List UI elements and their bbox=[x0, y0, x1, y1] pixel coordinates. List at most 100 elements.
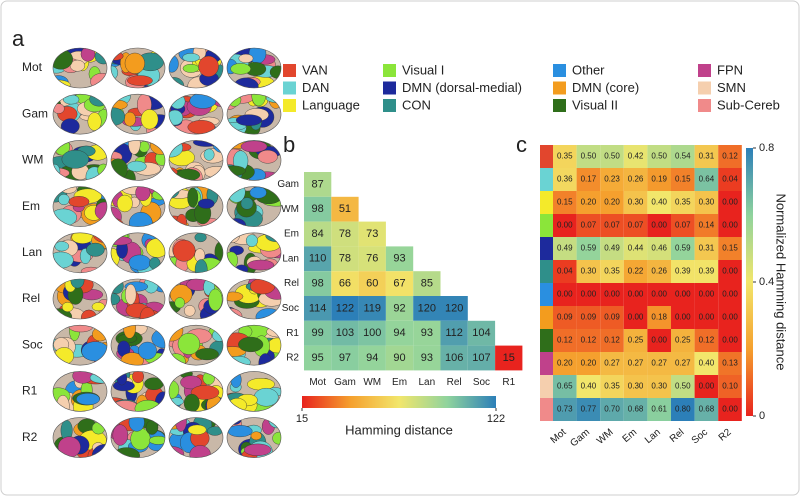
cell bbox=[553, 145, 577, 168]
brain bbox=[53, 48, 107, 88]
cell-label: 0.12 bbox=[699, 336, 715, 345]
brain-region bbox=[135, 186, 151, 201]
brain-outline bbox=[226, 417, 282, 458]
cell-label: 0.31 bbox=[699, 152, 715, 161]
cell bbox=[718, 214, 742, 237]
cell bbox=[718, 329, 742, 352]
cell-label: 0.44 bbox=[628, 244, 644, 253]
cell bbox=[331, 320, 359, 346]
brain-outline bbox=[226, 278, 282, 320]
cell-label: 60 bbox=[366, 278, 378, 290]
brain-region bbox=[227, 346, 247, 357]
x-tick-label: WM bbox=[363, 377, 381, 388]
legend-label: CON bbox=[402, 97, 431, 112]
cell bbox=[694, 398, 719, 421]
x-tick-label: Gam bbox=[334, 377, 356, 388]
cell-label: 99 bbox=[312, 327, 324, 339]
cell bbox=[304, 196, 332, 222]
cell bbox=[553, 398, 577, 421]
brain-region bbox=[195, 348, 219, 361]
cell-label: 0.00 bbox=[722, 336, 738, 345]
brain-region bbox=[194, 232, 207, 243]
cell-label: 0.00 bbox=[651, 221, 667, 230]
cell bbox=[553, 352, 577, 375]
brain-region bbox=[230, 63, 251, 75]
cell-label: 84 bbox=[312, 228, 324, 240]
legend-label: Sub-Cereb bbox=[717, 97, 780, 112]
cell bbox=[413, 320, 441, 346]
legend-label: DMN (core) bbox=[572, 80, 639, 95]
cell-label: 0.61 bbox=[651, 405, 667, 414]
cell bbox=[718, 352, 742, 375]
cell-label: 0.20 bbox=[604, 198, 620, 207]
cell bbox=[623, 145, 648, 168]
cell bbox=[331, 271, 359, 296]
brain-region bbox=[247, 259, 275, 271]
colorbar-tick-label: 122 bbox=[487, 413, 505, 425]
cell bbox=[671, 398, 695, 421]
cell-label: 0.00 bbox=[722, 198, 738, 207]
cell-label: 51 bbox=[339, 203, 351, 215]
cell bbox=[331, 221, 359, 247]
cell-label: 0.13 bbox=[722, 359, 738, 368]
cell-label: 0.00 bbox=[675, 290, 691, 299]
cell bbox=[623, 352, 648, 375]
brain bbox=[169, 371, 223, 412]
cell-label: 78 bbox=[339, 253, 351, 265]
cell-label: 0.07 bbox=[675, 221, 691, 230]
cell bbox=[718, 145, 742, 168]
x-tick-label: Lan bbox=[419, 377, 436, 388]
colorbar-label: Normalized Hamming distance bbox=[774, 193, 789, 370]
cell-label: 0.12 bbox=[722, 152, 738, 161]
cell-label: 76 bbox=[366, 253, 378, 265]
cell-label: 100 bbox=[363, 327, 381, 339]
cell-label: 0.23 bbox=[604, 175, 620, 184]
cell bbox=[576, 398, 601, 421]
legend-swatch bbox=[283, 99, 296, 112]
brain-outline bbox=[168, 324, 224, 366]
cell bbox=[331, 345, 359, 371]
cell-label: 0.26 bbox=[628, 175, 644, 184]
cell-label: 0.30 bbox=[651, 382, 667, 391]
row-color bbox=[540, 168, 553, 191]
brain-region bbox=[194, 259, 208, 273]
cell-label: 0.77 bbox=[581, 405, 597, 414]
cell-label: 0.68 bbox=[628, 405, 644, 414]
cell bbox=[718, 398, 742, 421]
cell-label: 112 bbox=[445, 327, 463, 339]
brain-outline bbox=[110, 140, 166, 181]
cell bbox=[600, 260, 624, 283]
legend-swatch bbox=[698, 99, 711, 112]
legend-swatch bbox=[553, 81, 566, 95]
cell-label: 0.00 bbox=[722, 267, 738, 276]
brain-region bbox=[183, 305, 196, 317]
cell bbox=[440, 345, 468, 371]
cell-label: 87 bbox=[312, 178, 324, 190]
cell-label: 0.40 bbox=[581, 382, 597, 391]
brain-outline bbox=[168, 93, 224, 135]
x-tick-label: R1 bbox=[502, 377, 515, 388]
brain-outline bbox=[168, 186, 224, 227]
brain-region bbox=[127, 75, 153, 86]
cell-label: 0.27 bbox=[651, 359, 667, 368]
cell bbox=[718, 260, 742, 283]
brain-region bbox=[124, 52, 145, 74]
cell-label: 93 bbox=[421, 327, 433, 339]
cell-label: 0.15 bbox=[557, 198, 573, 207]
brain-outline bbox=[226, 324, 282, 366]
cell-label: 0.54 bbox=[675, 152, 691, 161]
brain-outline bbox=[110, 371, 166, 412]
brain bbox=[111, 279, 165, 319]
brain-region bbox=[177, 333, 201, 355]
cell-label: 120 bbox=[418, 302, 436, 314]
brain-region bbox=[58, 194, 70, 206]
cell bbox=[647, 260, 671, 283]
brain-outline bbox=[52, 232, 108, 274]
cell-label: 0.49 bbox=[604, 244, 620, 253]
brain-region bbox=[128, 140, 141, 155]
cell bbox=[671, 237, 695, 260]
brain-region bbox=[249, 186, 267, 199]
cell-label: 0.00 bbox=[699, 313, 715, 322]
cell-label: 104 bbox=[472, 327, 490, 339]
brain-outline bbox=[110, 93, 166, 135]
